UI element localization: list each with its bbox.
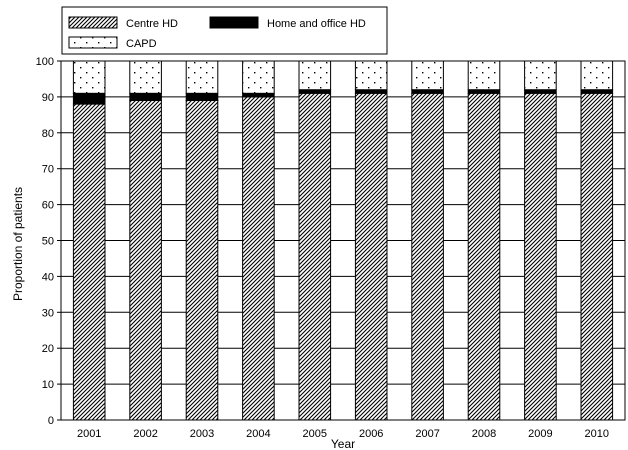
bar-2005-segment-2 bbox=[298, 60, 332, 91]
x-tick-label: 2002 bbox=[133, 428, 157, 440]
x-tick-label: 2006 bbox=[359, 428, 383, 440]
bar-2010-segment-2 bbox=[580, 60, 614, 91]
y-tick-label: 50 bbox=[42, 236, 54, 248]
bar-2010-segment-0 bbox=[580, 92, 614, 421]
legend-label-capd: CAPD bbox=[126, 38, 157, 50]
y-tick-label: 90 bbox=[42, 92, 54, 104]
bar-2007-segment-0 bbox=[411, 92, 444, 421]
legend-swatch-capd bbox=[68, 36, 118, 49]
bar-2001-segment-0 bbox=[72, 103, 106, 421]
x-axis-title: Year bbox=[331, 437, 355, 450]
bar-2010-segment-1 bbox=[580, 89, 614, 94]
bar-2004-segment-0 bbox=[242, 96, 275, 421]
y-tick-label: 60 bbox=[42, 200, 54, 212]
bar-2008-segment-0 bbox=[467, 92, 501, 421]
bar-2002-segment-2 bbox=[129, 60, 162, 94]
bar-2009-segment-2 bbox=[524, 60, 557, 91]
axes bbox=[57, 60, 626, 421]
bar-2006-segment-0 bbox=[354, 92, 388, 421]
x-tick-label: 2010 bbox=[585, 428, 609, 440]
x-tick-labels: 2001 2002 2003 2004 2005 2006 2007 2008 2009 2010 bbox=[77, 428, 609, 440]
bar-2001-segment-2 bbox=[72, 60, 106, 94]
x-tick-label: 2009 bbox=[528, 428, 552, 440]
bar-2002-segment-0 bbox=[129, 99, 162, 421]
bar-2005-segment-1 bbox=[298, 89, 332, 94]
bar-2005-segment-0 bbox=[298, 92, 332, 421]
x-tick-label: 2005 bbox=[303, 428, 327, 440]
y-tick-label: 70 bbox=[42, 164, 54, 176]
bar-2004-segment-1 bbox=[242, 92, 275, 98]
legend-swatch-home-office-hd bbox=[209, 16, 259, 29]
bar-2001-segment-1 bbox=[72, 92, 106, 105]
y-tick-label: 10 bbox=[42, 379, 54, 391]
legend-swatch-centre-hd bbox=[68, 16, 118, 29]
plot-frame bbox=[60, 60, 626, 421]
legend: Centre HD Home and office HD CAPD bbox=[61, 6, 388, 55]
y-tick-label: 30 bbox=[42, 307, 54, 319]
x-tick-label: 2003 bbox=[190, 428, 214, 440]
y-tick-label: 0 bbox=[48, 415, 54, 427]
bar-2007-segment-1 bbox=[411, 89, 444, 94]
bar-2002-segment-1 bbox=[129, 92, 162, 101]
y-tick-label: 40 bbox=[42, 271, 54, 283]
bar-2008-segment-2 bbox=[467, 60, 501, 91]
bar-2009-segment-1 bbox=[524, 89, 557, 94]
y-tick-labels: 0 10 20 30 40 50 60 70 80 90 100 bbox=[36, 56, 54, 427]
x-tick-label: 2007 bbox=[415, 428, 439, 440]
y-tick-label: 20 bbox=[42, 343, 54, 355]
y-tick-label: 80 bbox=[42, 128, 54, 140]
bar-2003-segment-2 bbox=[185, 60, 219, 94]
bar-2007-segment-2 bbox=[411, 60, 444, 91]
bar-2003-segment-1 bbox=[185, 92, 219, 101]
bar-2009-segment-0 bbox=[524, 92, 557, 421]
x-tick-label: 2001 bbox=[77, 428, 101, 440]
y-tick-label: 100 bbox=[36, 56, 54, 68]
bar-2006-segment-1 bbox=[354, 89, 388, 94]
bars bbox=[72, 60, 614, 421]
bar-2004-segment-2 bbox=[242, 60, 275, 94]
x-tick-label: 2004 bbox=[246, 428, 270, 440]
bar-2008-segment-1 bbox=[467, 89, 501, 94]
x-tick-label: 2008 bbox=[472, 428, 496, 440]
bar-2006-segment-2 bbox=[354, 60, 388, 91]
legend-label-centre-hd: Centre HD bbox=[126, 18, 178, 30]
y-axis-title: Proportion of patients bbox=[11, 187, 25, 301]
bar-2003-segment-0 bbox=[185, 99, 219, 421]
legend-label-home-office-hd: Home and office HD bbox=[267, 18, 366, 30]
